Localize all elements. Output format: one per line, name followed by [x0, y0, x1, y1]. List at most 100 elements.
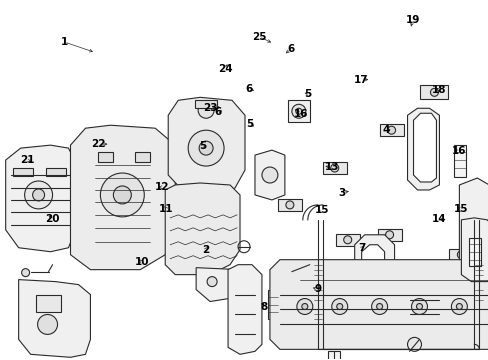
- Circle shape: [295, 108, 301, 114]
- Polygon shape: [354, 235, 394, 339]
- Circle shape: [416, 303, 422, 310]
- Circle shape: [331, 298, 347, 315]
- Polygon shape: [327, 351, 339, 360]
- Circle shape: [38, 315, 58, 334]
- Polygon shape: [407, 108, 439, 190]
- Text: 23: 23: [203, 103, 217, 113]
- Text: 16: 16: [293, 109, 307, 119]
- Polygon shape: [36, 294, 61, 312]
- Text: 24: 24: [217, 64, 232, 74]
- Circle shape: [385, 231, 393, 239]
- Polygon shape: [165, 183, 240, 275]
- Circle shape: [455, 303, 462, 310]
- Polygon shape: [19, 280, 90, 357]
- Circle shape: [456, 251, 465, 259]
- Polygon shape: [45, 168, 65, 176]
- Circle shape: [188, 130, 224, 166]
- Text: 9: 9: [313, 284, 321, 294]
- Text: 18: 18: [431, 85, 446, 95]
- Text: 11: 11: [159, 204, 173, 214]
- Text: 15: 15: [315, 206, 329, 216]
- Polygon shape: [135, 152, 150, 162]
- Circle shape: [330, 164, 338, 172]
- Polygon shape: [453, 145, 466, 177]
- Polygon shape: [267, 289, 277, 319]
- Circle shape: [376, 303, 382, 310]
- Circle shape: [407, 337, 421, 351]
- Circle shape: [290, 265, 304, 279]
- Polygon shape: [377, 229, 401, 241]
- Circle shape: [198, 102, 214, 118]
- Text: 6: 6: [286, 44, 294, 54]
- Polygon shape: [458, 178, 488, 265]
- Polygon shape: [168, 97, 244, 195]
- Polygon shape: [98, 152, 113, 162]
- Circle shape: [336, 303, 342, 310]
- Circle shape: [21, 269, 30, 276]
- Polygon shape: [312, 260, 322, 282]
- Polygon shape: [361, 245, 384, 332]
- Polygon shape: [312, 310, 322, 332]
- Circle shape: [296, 298, 312, 315]
- Circle shape: [207, 276, 217, 287]
- Polygon shape: [6, 145, 75, 252]
- Polygon shape: [254, 150, 285, 200]
- Text: 7: 7: [357, 243, 365, 253]
- Text: 1: 1: [61, 37, 67, 47]
- Circle shape: [387, 126, 395, 134]
- Circle shape: [262, 167, 277, 183]
- Text: 21: 21: [20, 155, 35, 165]
- Text: 20: 20: [44, 215, 59, 224]
- Text: 17: 17: [353, 75, 368, 85]
- Circle shape: [301, 303, 307, 310]
- Polygon shape: [195, 100, 217, 108]
- Circle shape: [291, 104, 305, 118]
- Text: 4: 4: [382, 125, 389, 135]
- Text: 6: 6: [245, 84, 252, 94]
- Text: 13: 13: [325, 162, 339, 172]
- Circle shape: [450, 298, 467, 315]
- Text: 3: 3: [338, 188, 345, 198]
- Polygon shape: [473, 285, 483, 306]
- Circle shape: [429, 88, 438, 96]
- Polygon shape: [413, 113, 436, 182]
- Circle shape: [33, 189, 44, 201]
- Text: 10: 10: [135, 257, 149, 267]
- Polygon shape: [420, 85, 447, 99]
- Circle shape: [371, 298, 387, 315]
- Polygon shape: [404, 270, 444, 345]
- Circle shape: [100, 173, 144, 217]
- Circle shape: [343, 236, 351, 244]
- Polygon shape: [13, 168, 33, 176]
- Circle shape: [285, 201, 293, 209]
- Polygon shape: [379, 124, 403, 136]
- Circle shape: [24, 181, 52, 209]
- Text: 22: 22: [91, 139, 105, 149]
- Text: 2: 2: [202, 245, 209, 255]
- Circle shape: [199, 141, 213, 155]
- Polygon shape: [312, 285, 322, 306]
- Text: 16: 16: [451, 146, 466, 156]
- Polygon shape: [269, 260, 488, 349]
- Text: 25: 25: [251, 32, 266, 41]
- Polygon shape: [227, 265, 262, 354]
- Polygon shape: [335, 234, 359, 246]
- Text: 19: 19: [405, 15, 419, 26]
- Text: 6: 6: [214, 107, 221, 117]
- Polygon shape: [473, 260, 483, 282]
- Text: 12: 12: [154, 182, 168, 192]
- Circle shape: [113, 186, 131, 204]
- Text: 5: 5: [199, 141, 206, 151]
- Polygon shape: [322, 162, 346, 174]
- Polygon shape: [287, 100, 309, 122]
- Text: 14: 14: [431, 215, 446, 224]
- Polygon shape: [461, 218, 488, 282]
- Text: 15: 15: [453, 204, 468, 214]
- Polygon shape: [448, 249, 472, 261]
- Polygon shape: [277, 199, 301, 211]
- Circle shape: [411, 298, 427, 315]
- Text: 5: 5: [304, 89, 311, 99]
- Polygon shape: [468, 238, 480, 266]
- Text: 5: 5: [245, 120, 252, 129]
- Polygon shape: [196, 268, 240, 302]
